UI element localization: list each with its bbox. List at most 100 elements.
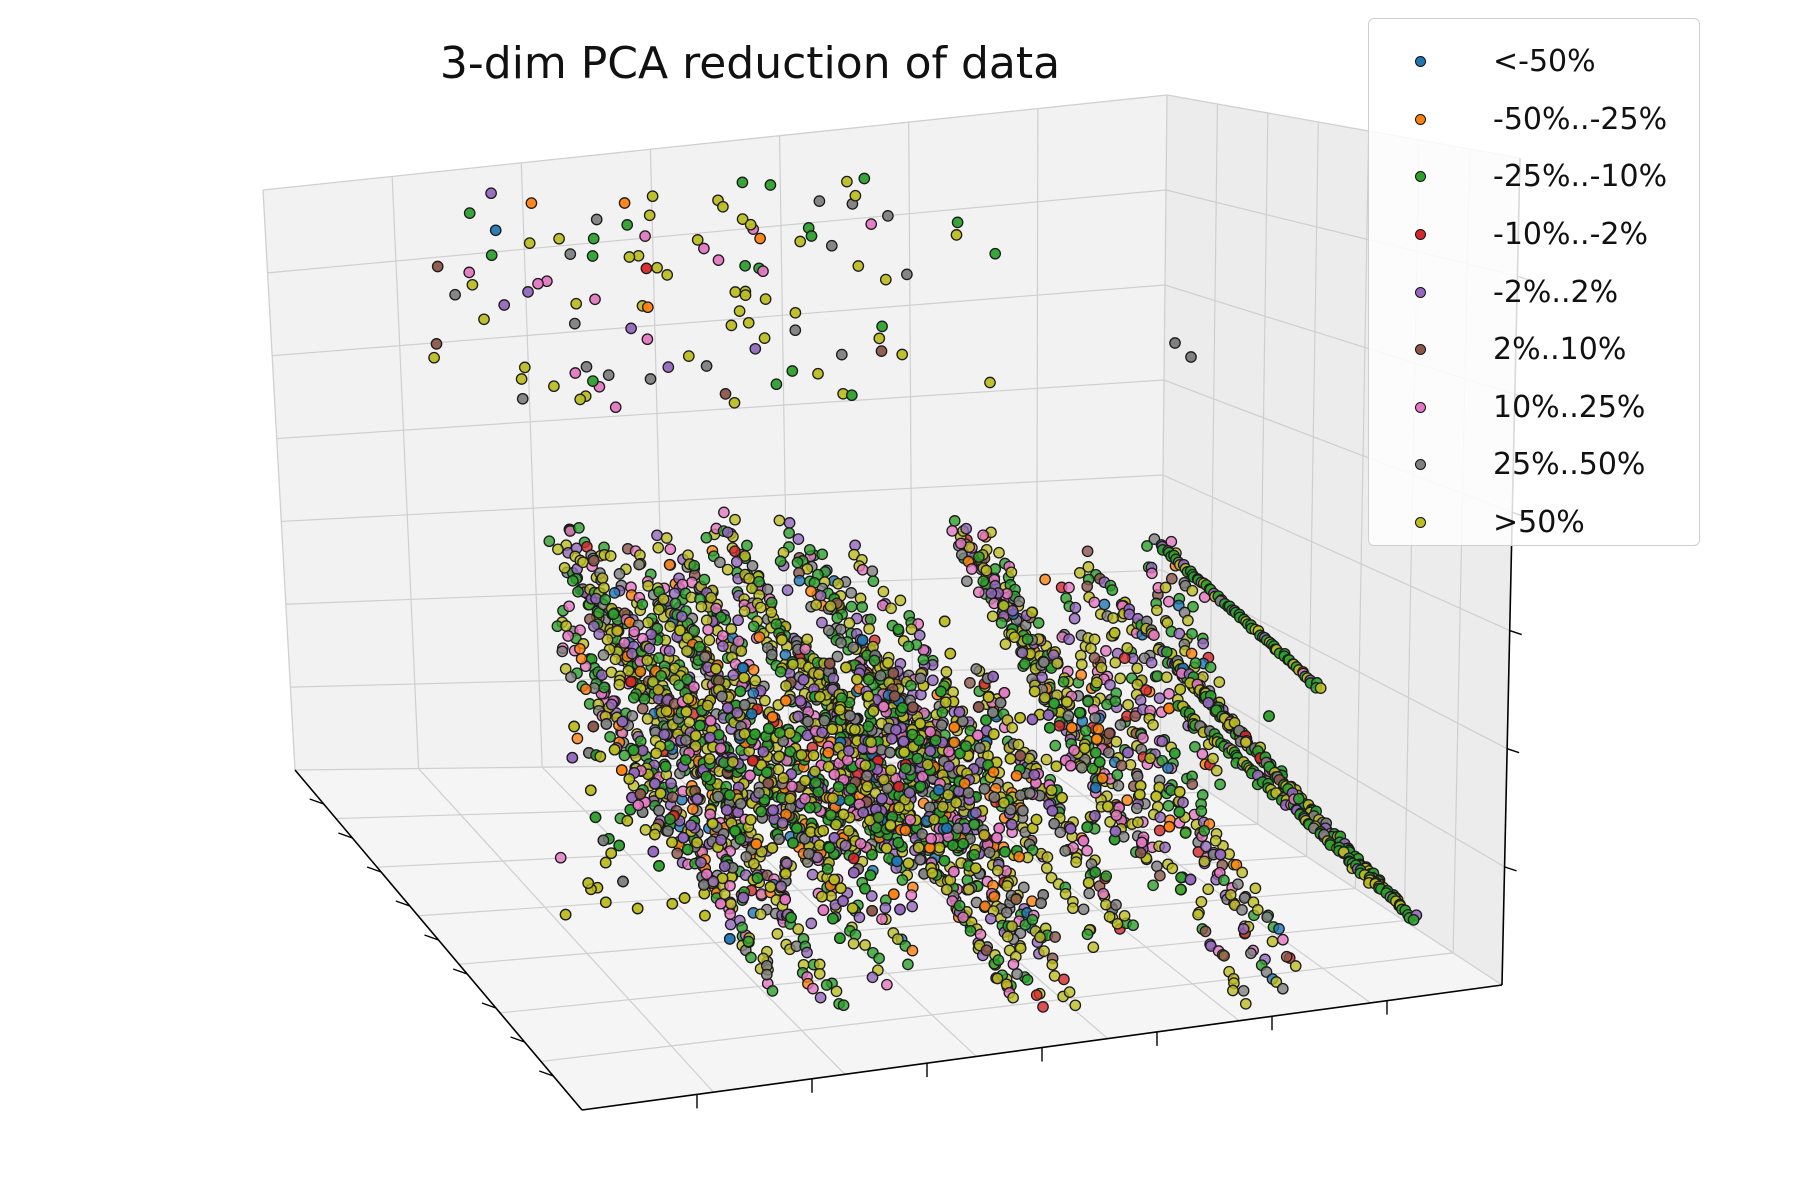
data-point <box>1230 858 1243 871</box>
data-point <box>906 944 919 957</box>
data-point <box>868 654 881 667</box>
data-point <box>1057 675 1070 688</box>
data-point <box>827 792 839 805</box>
data-point <box>1224 889 1237 901</box>
gridline <box>520 162 543 768</box>
data-point <box>991 864 1004 877</box>
data-point <box>598 681 611 694</box>
data-point <box>634 788 647 800</box>
data-point <box>902 640 915 653</box>
data-point <box>821 863 834 875</box>
data-point <box>728 396 741 409</box>
data-point <box>1214 848 1227 861</box>
data-point <box>766 648 778 661</box>
data-point <box>1073 567 1086 579</box>
legend-label: -25%..-10% <box>1493 159 1668 195</box>
data-point <box>1114 672 1127 685</box>
data-point <box>1261 911 1274 923</box>
data-point <box>881 978 893 991</box>
data-point <box>1100 645 1112 657</box>
data-point <box>914 717 927 730</box>
data-point <box>1213 676 1226 688</box>
data-point <box>762 722 775 735</box>
data-point <box>543 535 556 548</box>
data-point <box>991 972 1004 985</box>
data-point <box>565 671 577 683</box>
scatter-points <box>428 172 1423 1013</box>
data-point <box>1232 878 1244 891</box>
data-point <box>613 839 626 852</box>
data-point <box>854 837 867 850</box>
data-point <box>982 691 995 703</box>
data-point <box>651 261 663 274</box>
data-point <box>1054 826 1067 839</box>
data-point <box>879 273 892 286</box>
legend-marker <box>1415 344 1426 356</box>
data-point <box>898 746 911 759</box>
legend-label: >50% <box>1493 505 1585 541</box>
data-point <box>845 587 858 599</box>
data-point <box>740 850 753 863</box>
data-point <box>1195 805 1208 817</box>
data-point <box>1210 764 1223 777</box>
data-point <box>1200 840 1212 853</box>
data-point <box>1177 796 1189 809</box>
data-point <box>925 832 937 845</box>
data-point <box>571 732 584 745</box>
data-point <box>1133 788 1146 801</box>
data-point <box>1039 573 1051 586</box>
data-point <box>611 625 624 637</box>
data-point <box>943 745 955 758</box>
data-point <box>1132 816 1144 829</box>
data-point <box>1154 869 1166 882</box>
data-point <box>522 286 534 298</box>
data-point <box>792 923 805 935</box>
data-point <box>947 839 959 852</box>
data-point <box>729 513 741 526</box>
legend-marker <box>1415 517 1426 529</box>
gridline <box>391 176 420 769</box>
data-point <box>1407 914 1420 926</box>
data-point <box>940 666 953 678</box>
data-point <box>695 856 707 869</box>
data-point <box>849 189 862 202</box>
data-point <box>634 665 647 678</box>
data-point <box>691 836 703 849</box>
data-point <box>754 601 767 614</box>
data-point <box>857 806 869 819</box>
data-point <box>758 332 771 344</box>
data-point <box>699 651 711 663</box>
back-left-pane <box>263 95 1167 770</box>
pane-edge <box>1159 759 1503 986</box>
data-point <box>1053 719 1066 732</box>
data-point <box>736 176 749 189</box>
data-point <box>1131 770 1144 783</box>
data-point <box>825 239 838 252</box>
data-point <box>946 525 959 537</box>
data-point <box>807 982 819 995</box>
data-point <box>1043 721 1056 734</box>
data-point <box>627 744 640 757</box>
data-point <box>1050 760 1063 773</box>
data-point <box>1185 647 1198 660</box>
data-point <box>953 899 966 912</box>
data-point <box>1140 684 1152 696</box>
data-point <box>807 749 820 762</box>
data-point <box>774 665 787 678</box>
data-point <box>430 338 443 350</box>
data-point <box>799 792 811 805</box>
data-point <box>599 593 612 606</box>
legend-label: -2%..2% <box>1493 274 1619 310</box>
data-point <box>1150 790 1163 803</box>
data-point <box>1195 895 1208 908</box>
data-point <box>936 800 949 813</box>
data-point <box>661 269 674 281</box>
data-point <box>787 658 799 671</box>
data-point <box>1045 784 1058 797</box>
data-point <box>1168 747 1181 760</box>
data-point <box>1102 746 1115 759</box>
legend-item: 2%..10% <box>1369 321 1699 379</box>
data-point <box>623 251 636 263</box>
data-point <box>822 624 835 637</box>
data-point <box>960 522 973 535</box>
